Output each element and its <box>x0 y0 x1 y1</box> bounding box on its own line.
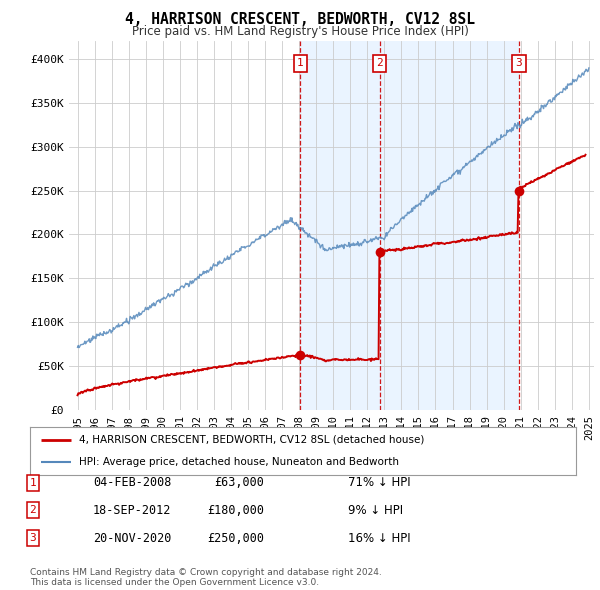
Text: 16% ↓ HPI: 16% ↓ HPI <box>348 532 410 545</box>
Text: 1: 1 <box>29 478 37 487</box>
Text: 2: 2 <box>376 58 383 68</box>
Bar <box>301 41 380 410</box>
Text: £63,000: £63,000 <box>214 476 264 489</box>
Text: 04-FEB-2008: 04-FEB-2008 <box>93 476 172 489</box>
Text: 3: 3 <box>515 58 522 68</box>
Text: 2: 2 <box>29 506 37 515</box>
Text: Contains HM Land Registry data © Crown copyright and database right 2024.
This d: Contains HM Land Registry data © Crown c… <box>30 568 382 587</box>
Text: 3: 3 <box>29 533 37 543</box>
Text: Price paid vs. HM Land Registry's House Price Index (HPI): Price paid vs. HM Land Registry's House … <box>131 25 469 38</box>
Text: 71% ↓ HPI: 71% ↓ HPI <box>348 476 410 489</box>
Text: HPI: Average price, detached house, Nuneaton and Bedworth: HPI: Average price, detached house, Nune… <box>79 457 399 467</box>
Text: £180,000: £180,000 <box>207 504 264 517</box>
Text: 4, HARRISON CRESCENT, BEDWORTH, CV12 8SL (detached house): 4, HARRISON CRESCENT, BEDWORTH, CV12 8SL… <box>79 435 425 445</box>
Bar <box>380 41 519 410</box>
Text: 9% ↓ HPI: 9% ↓ HPI <box>348 504 403 517</box>
Text: 20-NOV-2020: 20-NOV-2020 <box>93 532 172 545</box>
Text: £250,000: £250,000 <box>207 532 264 545</box>
Text: 1: 1 <box>297 58 304 68</box>
Text: 4, HARRISON CRESCENT, BEDWORTH, CV12 8SL: 4, HARRISON CRESCENT, BEDWORTH, CV12 8SL <box>125 12 475 27</box>
Text: 18-SEP-2012: 18-SEP-2012 <box>93 504 172 517</box>
